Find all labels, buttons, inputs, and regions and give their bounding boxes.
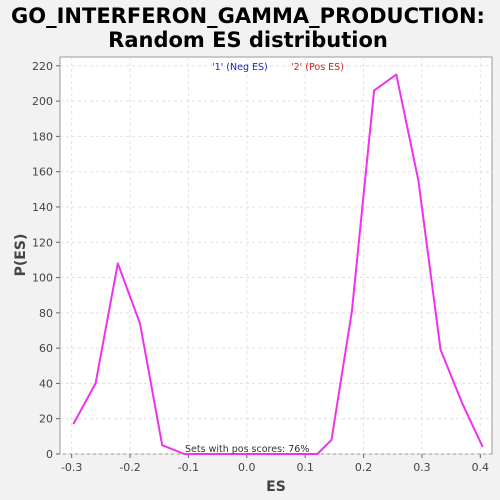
y-tick-label: 140: [32, 201, 53, 214]
x-tick-label: 0.3: [413, 461, 431, 474]
y-tick-label: 220: [32, 60, 53, 73]
legend: '1' (Neg ES) '2' (Pos ES): [212, 62, 344, 73]
x-tick-label: 0.4: [472, 461, 490, 474]
x-tick-label: 0.2: [355, 461, 373, 474]
y-tick-label: 0: [46, 448, 53, 461]
x-tick-label: -0.2: [119, 461, 140, 474]
grid-layer: [60, 57, 492, 455]
x-axis-label: ES: [266, 479, 286, 495]
y-tick-label: 180: [32, 130, 53, 143]
series-layer: [72, 73, 484, 455]
y-tick-label: 60: [39, 342, 53, 355]
y-tick-label: 20: [39, 413, 53, 426]
plot-area: [59, 56, 493, 455]
y-tick-label: 40: [39, 377, 53, 390]
y-axis-label: P(ES): [13, 234, 29, 277]
chart-title-line2: Random ES distribution: [108, 28, 388, 52]
series-line: [72, 73, 484, 455]
x-tick-label: 0.1: [296, 461, 314, 474]
legend-item-pos: '2' (Pos ES): [291, 62, 344, 73]
legend-item-neg: '1' (Neg ES): [212, 62, 268, 73]
x-tick-label: 0.0: [238, 461, 256, 474]
pos-scores-annotation: Sets with pos scores: 76%: [185, 444, 309, 455]
y-tick-label: 100: [32, 272, 53, 285]
y-tick-label: 80: [39, 307, 53, 320]
y-tick-label: 160: [32, 166, 53, 179]
x-tick-label: -0.3: [61, 461, 82, 474]
y-tick-label: 200: [32, 95, 53, 108]
tick-layer: -0.3 -0.2 -0.1 0.0 0.1 0.2 0.3 0.4 0 20 40 60 80 100 1…: [32, 60, 489, 474]
y-tick-label: 120: [32, 236, 53, 249]
chart-title-line1: GO_INTERFERON_GAMMA_PRODUCTION:: [11, 4, 485, 28]
x-tick-label: -0.1: [178, 461, 199, 474]
